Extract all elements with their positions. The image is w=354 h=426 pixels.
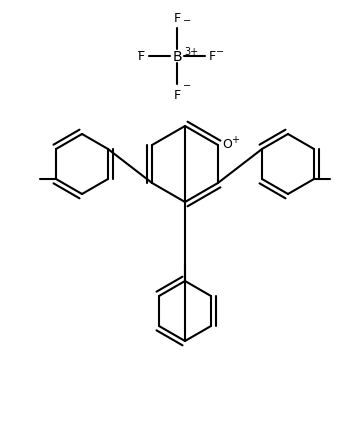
Text: −: − — [137, 47, 145, 57]
Text: 3+: 3+ — [184, 47, 198, 57]
Text: O: O — [222, 138, 232, 151]
Text: −: − — [183, 81, 191, 91]
Text: B: B — [172, 50, 182, 64]
Text: F: F — [209, 50, 216, 63]
Text: +: + — [231, 135, 239, 145]
Text: F: F — [138, 50, 145, 63]
Text: F: F — [173, 12, 181, 25]
Text: F: F — [173, 89, 181, 102]
Text: −: − — [216, 47, 224, 57]
Text: −: − — [183, 16, 191, 26]
